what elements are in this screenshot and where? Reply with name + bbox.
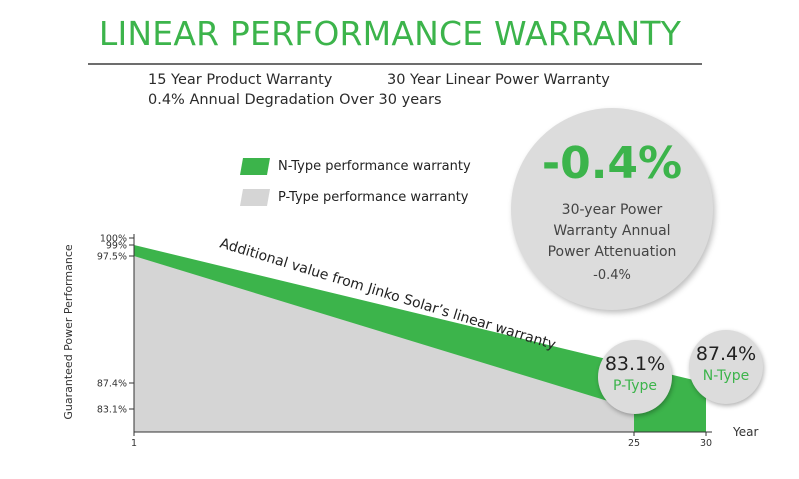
ptype-badge-label: P-Type [612, 378, 658, 394]
ntype-badge-label: N-Type [702, 368, 750, 384]
callout-line-3: Power Attenuation [547, 244, 677, 260]
y-tick-label: 99% [106, 241, 127, 252]
attenuation-value: -0.4% [541, 138, 683, 189]
callout-line-1: 30-year Power [561, 202, 663, 218]
ptype-area [134, 256, 634, 432]
ptype-badge-value: 83.1% [604, 353, 666, 375]
product-warranty-text: 15 Year Product Warranty [148, 72, 333, 88]
power-warranty-text: 30 Year Linear Power Warranty [387, 72, 610, 88]
legend-item-ntype: N-Type performance warranty [240, 157, 471, 175]
callout-line-2: Warranty Annual [553, 223, 671, 239]
x-axis-label: Year [732, 425, 758, 439]
title-divider [88, 63, 702, 65]
y-tick-label: 87.4% [97, 379, 127, 390]
attenuation-callout: -0.4% 30-year Power Warranty Annual Powe… [511, 108, 713, 310]
page-title: LINEAR PERFORMANCE WARRANTY [98, 14, 682, 53]
ntype-badge-value: 87.4% [695, 343, 757, 365]
y-tick-label: 97.5% [97, 252, 127, 263]
y-tick-label: 100% [100, 234, 127, 245]
degradation-text: 0.4% Annual Degradation Over 30 years [148, 92, 442, 108]
legend-item-ptype: P-Type performance warranty [240, 188, 469, 206]
y-axis-label: Guaranteed Power Performance [62, 244, 75, 419]
x-tick-label: 25 [628, 438, 640, 449]
legend-label-ptype: P-Type performance warranty [278, 189, 469, 205]
legend-swatch-ntype [240, 157, 270, 175]
legend-swatch-ptype [240, 188, 270, 206]
y-tick-label: 83.1% [97, 405, 127, 416]
x-tick-label: 30 [700, 438, 712, 449]
callout-line-4: -0.4% [593, 268, 631, 283]
legend-label-ntype: N-Type performance warranty [278, 158, 471, 174]
ptype-badge: 83.1% P-Type [598, 340, 672, 414]
x-tick-label: 1 [131, 438, 137, 449]
ntype-badge: 87.4% N-Type [689, 330, 763, 404]
